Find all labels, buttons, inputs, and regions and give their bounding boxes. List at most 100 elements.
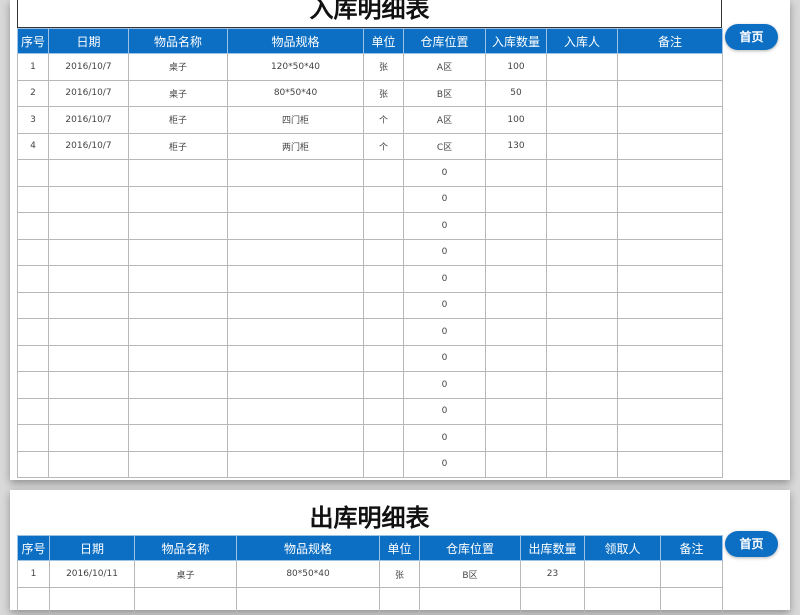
table-cell[interactable] xyxy=(485,265,547,293)
table-cell[interactable] xyxy=(485,291,547,319)
table-cell[interactable] xyxy=(485,185,547,213)
table-cell[interactable] xyxy=(48,344,129,372)
table-cell[interactable]: 0 xyxy=(403,185,486,213)
table-cell[interactable] xyxy=(128,371,228,399)
table-cell[interactable] xyxy=(128,238,228,266)
table-cell[interactable] xyxy=(546,212,618,240)
table-cell[interactable] xyxy=(617,291,723,319)
table-cell[interactable] xyxy=(17,318,49,346)
table-cell[interactable] xyxy=(227,265,364,293)
table-cell[interactable] xyxy=(134,587,237,615)
table-cell[interactable] xyxy=(128,424,228,452)
table-cell[interactable] xyxy=(48,238,129,266)
table-cell[interactable]: B区 xyxy=(403,79,486,107)
table-cell[interactable] xyxy=(546,132,618,160)
table-cell[interactable] xyxy=(128,159,228,187)
table-cell[interactable]: 2016/10/7 xyxy=(48,132,129,160)
table-cell[interactable] xyxy=(546,106,618,134)
home-button-outbound[interactable]: 首页 xyxy=(725,531,778,557)
table-cell[interactable] xyxy=(546,318,618,346)
table-cell[interactable] xyxy=(17,291,49,319)
table-cell[interactable] xyxy=(17,587,50,615)
table-cell[interactable] xyxy=(546,291,618,319)
table-cell[interactable] xyxy=(48,265,129,293)
table-cell[interactable]: 4 xyxy=(17,132,49,160)
table-cell[interactable]: 桌子 xyxy=(128,79,228,107)
table-cell[interactable] xyxy=(617,53,723,81)
table-cell[interactable] xyxy=(617,106,723,134)
table-cell[interactable] xyxy=(17,185,49,213)
table-cell[interactable]: 3 xyxy=(17,106,49,134)
table-cell[interactable]: 桌子 xyxy=(128,53,228,81)
table-cell[interactable] xyxy=(17,238,49,266)
table-cell[interactable] xyxy=(48,450,129,478)
table-cell[interactable] xyxy=(48,397,129,425)
table-cell[interactable] xyxy=(128,318,228,346)
table-cell[interactable]: 80*50*40 xyxy=(236,560,380,588)
table-cell[interactable]: 0 xyxy=(403,318,486,346)
table-cell[interactable]: 四门柜 xyxy=(227,106,364,134)
table-cell[interactable] xyxy=(546,53,618,81)
table-cell[interactable] xyxy=(363,212,404,240)
table-cell[interactable] xyxy=(617,79,723,107)
table-cell[interactable]: 2 xyxy=(17,79,49,107)
table-cell[interactable] xyxy=(363,291,404,319)
table-cell[interactable] xyxy=(227,450,364,478)
table-cell[interactable] xyxy=(17,159,49,187)
table-cell[interactable]: 100 xyxy=(485,53,547,81)
table-cell[interactable] xyxy=(17,344,49,372)
table-cell[interactable] xyxy=(660,587,723,615)
table-cell[interactable] xyxy=(419,587,521,615)
table-cell[interactable] xyxy=(48,185,129,213)
table-cell[interactable]: C区 xyxy=(403,132,486,160)
table-cell[interactable]: 0 xyxy=(403,238,486,266)
table-cell[interactable] xyxy=(485,371,547,399)
table-cell[interactable]: 2016/10/7 xyxy=(48,106,129,134)
table-cell[interactable] xyxy=(17,212,49,240)
table-cell[interactable] xyxy=(546,238,618,266)
table-cell[interactable] xyxy=(546,79,618,107)
table-cell[interactable] xyxy=(546,371,618,399)
table-cell[interactable]: 柜子 xyxy=(128,132,228,160)
table-cell[interactable]: 0 xyxy=(403,371,486,399)
table-cell[interactable] xyxy=(363,318,404,346)
table-cell[interactable] xyxy=(363,265,404,293)
table-cell[interactable]: 1 xyxy=(17,560,50,588)
table-cell[interactable] xyxy=(363,344,404,372)
table-cell[interactable] xyxy=(128,344,228,372)
table-cell[interactable] xyxy=(128,212,228,240)
table-cell[interactable] xyxy=(227,397,364,425)
table-cell[interactable] xyxy=(128,291,228,319)
table-cell[interactable] xyxy=(17,265,49,293)
table-cell[interactable]: 120*50*40 xyxy=(227,53,364,81)
table-cell[interactable] xyxy=(485,424,547,452)
table-cell[interactable]: 张 xyxy=(363,53,404,81)
table-cell[interactable]: 柜子 xyxy=(128,106,228,134)
table-cell[interactable] xyxy=(363,397,404,425)
table-cell[interactable] xyxy=(128,265,228,293)
table-cell[interactable] xyxy=(617,238,723,266)
table-cell[interactable]: 0 xyxy=(403,212,486,240)
table-cell[interactable] xyxy=(48,212,129,240)
table-cell[interactable] xyxy=(48,318,129,346)
table-cell[interactable] xyxy=(48,424,129,452)
table-cell[interactable] xyxy=(227,344,364,372)
table-cell[interactable]: A区 xyxy=(403,53,486,81)
table-cell[interactable] xyxy=(584,560,661,588)
table-cell[interactable] xyxy=(617,318,723,346)
table-cell[interactable] xyxy=(546,265,618,293)
table-cell[interactable] xyxy=(227,238,364,266)
table-cell[interactable]: 0 xyxy=(403,397,486,425)
table-cell[interactable] xyxy=(17,424,49,452)
table-cell[interactable] xyxy=(617,344,723,372)
table-cell[interactable] xyxy=(48,371,129,399)
table-cell[interactable] xyxy=(227,424,364,452)
table-cell[interactable] xyxy=(363,185,404,213)
table-cell[interactable] xyxy=(546,424,618,452)
table-cell[interactable] xyxy=(617,159,723,187)
table-cell[interactable] xyxy=(546,159,618,187)
table-cell[interactable] xyxy=(617,424,723,452)
table-cell[interactable]: 桌子 xyxy=(134,560,237,588)
table-cell[interactable] xyxy=(17,397,49,425)
table-cell[interactable]: 80*50*40 xyxy=(227,79,364,107)
